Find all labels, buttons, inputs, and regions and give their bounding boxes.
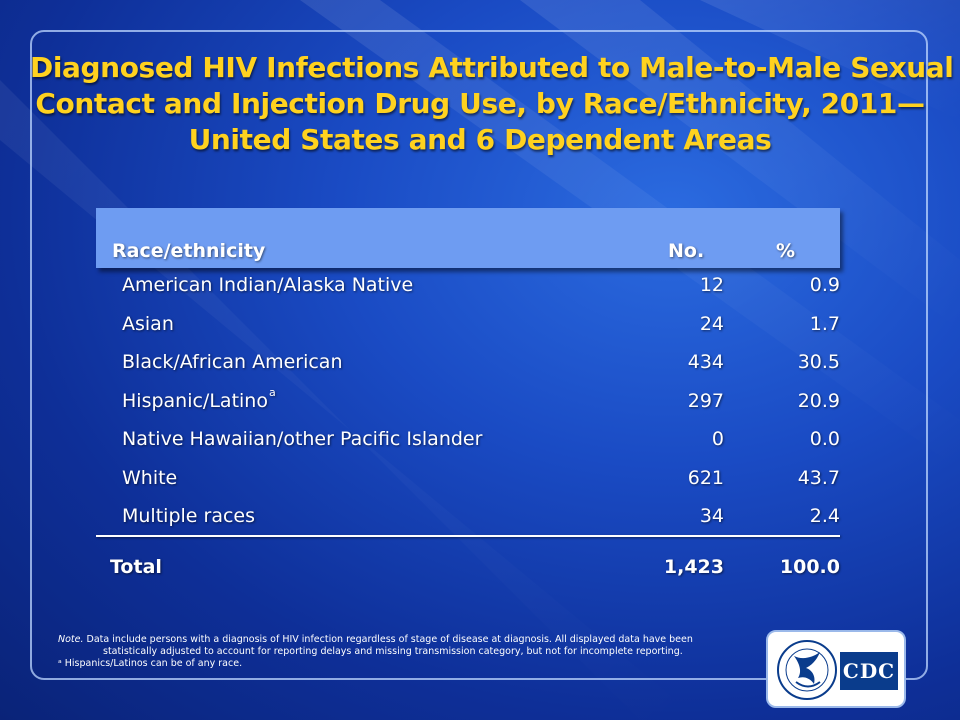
cell-number: 34	[699, 505, 724, 527]
table-row: Native Hawaiian/other Pacific Islander 0…	[96, 424, 840, 454]
cdc-logo: CDC	[840, 652, 898, 690]
cell-race: White	[122, 467, 178, 489]
slide-title: Diagnosed HIV Infections Attributed to M…	[30, 50, 954, 158]
title-line-1: Diagnosed HIV Infections Attributed to M…	[30, 51, 954, 84]
cell-number: 434	[687, 351, 724, 373]
cell-percent: 2.4	[809, 505, 840, 527]
cell-number: 621	[687, 467, 724, 489]
cell-race: Native Hawaiian/other Pacific Islander	[122, 428, 483, 450]
table-row: Hispanic/Latinoa 297 20.9	[96, 386, 840, 416]
cell-percent: 1.7	[809, 313, 840, 335]
title-line-2: Contact and Injection Drug Use, by Race/…	[35, 87, 925, 120]
cell-number: 297	[687, 390, 724, 412]
cell-race: American Indian/Alaska Native	[122, 274, 414, 296]
cell-percent: 0.9	[809, 274, 840, 296]
header-number: No.	[668, 240, 705, 262]
table-row: Multiple races 34 2.4	[96, 501, 840, 531]
total-percent: 100.0	[779, 556, 840, 578]
table-header: Race/ethnicity No. %	[96, 208, 840, 268]
hhs-eagle-seal-icon	[777, 640, 837, 700]
title-line-3: United States and 6 Dependent Areas	[188, 123, 772, 156]
logo-box: CDC	[766, 630, 906, 708]
cell-percent: 30.5	[797, 351, 840, 373]
footnote-marker: a	[268, 386, 276, 399]
table-row: White 621 43.7	[96, 463, 840, 493]
total-number: 1,423	[663, 556, 724, 578]
cell-race: Asian	[122, 313, 174, 335]
header-race: Race/ethnicity	[112, 240, 266, 262]
note-line-1: Data include persons with a diagnosis of…	[83, 634, 693, 645]
footnote-a: ᵃ Hispanics/Latinos can be of any race.	[58, 658, 243, 669]
cell-number: 12	[699, 274, 724, 296]
note-label: Note.	[58, 634, 84, 645]
cell-race: Hispanic/Latinoa	[122, 386, 276, 412]
table-row: American Indian/Alaska Native 12 0.9	[96, 270, 840, 300]
cell-percent: 0.0	[809, 428, 840, 450]
total-label: Total	[110, 556, 162, 578]
cell-race: Black/African American	[122, 351, 343, 373]
cell-percent: 43.7	[797, 467, 840, 489]
cell-percent: 20.9	[797, 390, 840, 412]
table-total-row: Total 1,423 100.0	[96, 552, 840, 582]
content-frame	[30, 30, 928, 680]
cell-race: Multiple races	[122, 505, 255, 527]
table-row: Black/African American 434 30.5	[96, 347, 840, 377]
note-line-2: statistically adjusted to account for re…	[103, 646, 683, 657]
table-note: Note. Data include persons with a diagno…	[58, 634, 758, 670]
cell-number: 0	[711, 428, 724, 450]
cell-number: 24	[699, 313, 724, 335]
header-percent: %	[776, 240, 796, 262]
total-divider	[96, 535, 840, 537]
table-row: Asian 24 1.7	[96, 309, 840, 339]
race-label: Hispanic/Latino	[122, 390, 268, 412]
